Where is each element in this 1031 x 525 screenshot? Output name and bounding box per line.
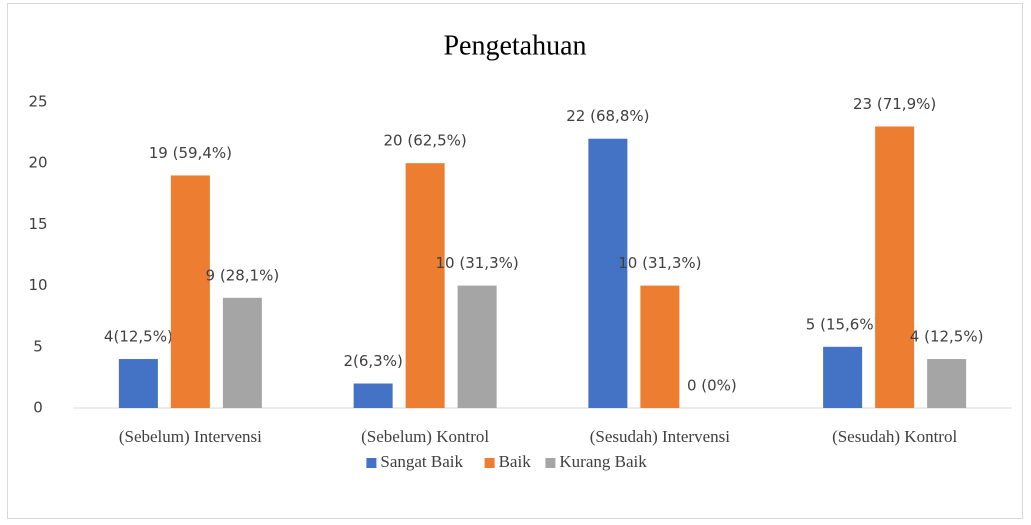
bar xyxy=(457,285,497,408)
data-label: 9 (28,1%) xyxy=(206,266,280,284)
x-tick-label: (Sebelum) Intervensi xyxy=(119,427,262,446)
bar xyxy=(640,285,680,408)
bar xyxy=(823,346,863,408)
bar xyxy=(170,175,210,408)
bar xyxy=(405,163,445,408)
bar xyxy=(875,126,915,408)
y-tick-label: 20 xyxy=(28,154,47,172)
data-label: 4 (12,5%) xyxy=(910,328,984,346)
y-tick-label: 10 xyxy=(28,276,47,294)
data-label: 20 (62,5%) xyxy=(384,132,467,150)
data-label: 23 (71,9%) xyxy=(853,95,936,113)
legend-swatch xyxy=(366,458,377,468)
data-label: 2(6,3%) xyxy=(343,352,402,370)
y-tick-label: 0 xyxy=(33,399,43,417)
legend-label: Baik xyxy=(499,452,532,471)
x-tick-label: (Sesudah) Intervensi xyxy=(590,427,730,446)
data-label: 19 (59,4%) xyxy=(149,144,232,162)
y-tick-label: 5 xyxy=(33,337,43,355)
bar xyxy=(588,138,628,408)
data-label: 5 (15,6%) xyxy=(806,315,880,333)
data-label: 10 (31,3%) xyxy=(618,254,701,272)
x-tick-label: (Sesudah) Kontrol xyxy=(832,427,957,446)
chart-title: Pengetahuan xyxy=(443,30,586,61)
legend-label: Sangat Baik xyxy=(380,452,463,471)
bar xyxy=(927,359,967,408)
y-tick-label: 15 xyxy=(28,215,47,233)
data-label: 22 (68,8%) xyxy=(566,107,649,125)
bar xyxy=(118,359,158,408)
data-label: 10 (31,3%) xyxy=(436,254,519,272)
legend-swatch xyxy=(545,458,556,468)
y-tick-label: 25 xyxy=(28,93,47,111)
bar xyxy=(353,383,393,408)
bar xyxy=(222,297,262,408)
data-label: 4(12,5%) xyxy=(104,328,173,346)
legend-swatch xyxy=(484,458,495,468)
x-tick-label: (Sebelum) Kontrol xyxy=(361,427,489,446)
legend-label: Kurang Baik xyxy=(559,452,647,471)
data-label: 0 (0%) xyxy=(687,377,737,395)
